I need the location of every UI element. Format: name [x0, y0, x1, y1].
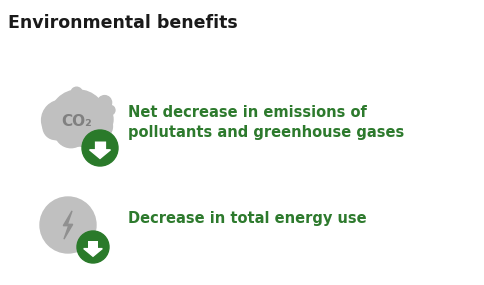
Text: Net decrease in emissions of
pollutants and greenhouse gases: Net decrease in emissions of pollutants …: [128, 105, 404, 141]
Circle shape: [77, 231, 109, 263]
Circle shape: [71, 116, 102, 147]
Circle shape: [82, 130, 118, 166]
Circle shape: [97, 95, 111, 110]
Polygon shape: [63, 211, 73, 239]
Polygon shape: [84, 249, 102, 256]
Text: Environmental benefits: Environmental benefits: [8, 14, 237, 32]
Circle shape: [105, 105, 115, 115]
Circle shape: [55, 115, 87, 148]
Polygon shape: [90, 150, 110, 158]
Text: Decrease in total energy use: Decrease in total energy use: [128, 211, 366, 225]
Circle shape: [71, 87, 82, 98]
Circle shape: [50, 90, 106, 146]
Circle shape: [42, 100, 82, 141]
Text: CO₂: CO₂: [61, 115, 92, 129]
Circle shape: [74, 100, 113, 139]
Circle shape: [87, 114, 112, 139]
Circle shape: [40, 197, 96, 253]
Circle shape: [43, 114, 68, 140]
